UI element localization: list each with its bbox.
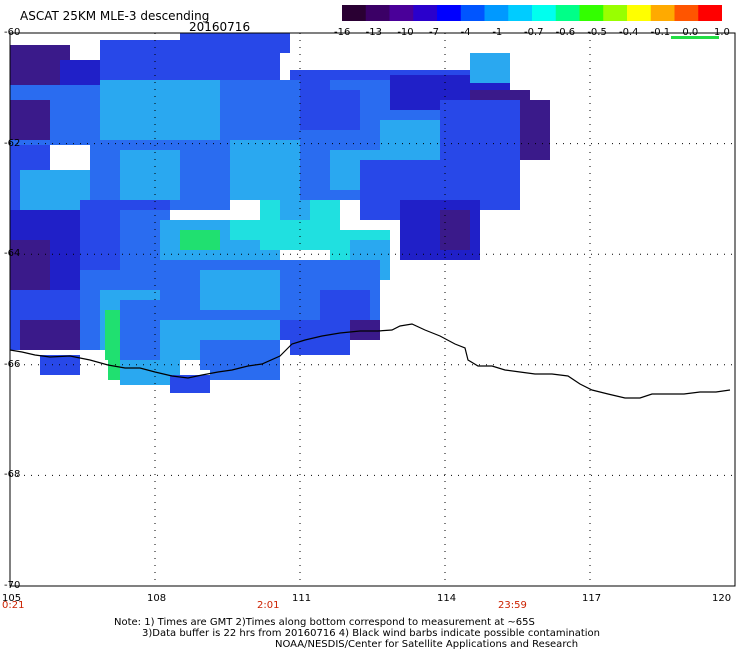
color-scale-swatch	[603, 5, 628, 21]
color-scale-swatch	[365, 5, 390, 21]
header-title: ASCAT 25KM MLE-3 descending	[20, 9, 210, 23]
wind-swath-cell	[210, 365, 280, 380]
wind-swath-cell	[220, 80, 300, 140]
wind-swath-cell	[280, 200, 310, 220]
color-scale-underline	[671, 36, 719, 39]
color-scale-swatch	[508, 5, 533, 21]
color-scale-swatch	[460, 5, 485, 21]
longitude-label: 105	[2, 593, 22, 604]
latitude-label: -66	[4, 358, 21, 370]
wind-swath-cell	[300, 90, 360, 130]
wind-swath-cell	[20, 320, 80, 350]
latitude-label: -64	[4, 248, 21, 260]
wind-swath-cell	[10, 100, 50, 140]
wind-swath-cell	[290, 340, 350, 355]
color-scale-bar	[342, 5, 722, 21]
color-scale-swatch	[674, 5, 699, 21]
time-label-2: 2:01	[257, 600, 280, 611]
wind-swath-cell	[180, 33, 290, 53]
color-scale-swatch	[532, 5, 557, 21]
wind-swath-cell	[350, 320, 380, 340]
color-scale-swatch	[579, 5, 604, 21]
color-scale-swatch	[698, 5, 722, 21]
latitude-label: -60	[4, 27, 21, 38]
latitude-label: -70	[4, 580, 21, 591]
wind-swath-cell	[280, 320, 370, 340]
map-frame	[9, 32, 736, 587]
wind-swath-cell	[470, 53, 510, 83]
header-date: 20160716	[189, 20, 251, 34]
note-line-1: Note: 1) Times are GMT 2)Times along bot…	[114, 617, 535, 628]
latitude-label: -62	[4, 137, 21, 149]
time-label-1: 0:21	[2, 600, 25, 611]
wind-swath-cell	[180, 230, 220, 250]
color-scale-swatch	[342, 5, 367, 21]
latitude-label: -68	[4, 469, 21, 481]
color-scale-swatch	[484, 5, 509, 21]
wind-swath-cell	[230, 140, 300, 200]
longitude-label: 111	[292, 593, 312, 604]
color-scale-swatch	[437, 5, 462, 21]
wind-swath-cell	[20, 170, 90, 210]
antarctic-coastline	[9, 323, 731, 399]
wind-swath-cell	[120, 150, 180, 200]
time-label-3: 23:59	[498, 600, 527, 611]
wind-swath-cell	[200, 270, 280, 310]
color-scale-swatch	[555, 5, 580, 21]
wind-swath	[10, 33, 550, 393]
wind-swath-cell	[520, 100, 550, 160]
longitude-label: 114	[437, 593, 457, 604]
color-scale-swatch	[413, 5, 438, 21]
wind-swath-cell	[170, 375, 210, 393]
longitude-label: 108	[147, 593, 167, 604]
note-line-2: 3)Data buffer is 22 hrs from 20160716 4)…	[142, 628, 600, 639]
longitude-label: 120	[712, 593, 732, 604]
color-scale-swatch	[627, 5, 652, 21]
note-line-3: NOAA/NESDIS/Center for Satellite Applica…	[275, 639, 579, 650]
wind-swath-cell	[480, 160, 520, 210]
color-scale-swatch	[389, 5, 414, 21]
longitude-label: 117	[582, 593, 602, 604]
color-scale-swatch	[650, 5, 675, 21]
wind-swath-cell	[440, 100, 520, 160]
